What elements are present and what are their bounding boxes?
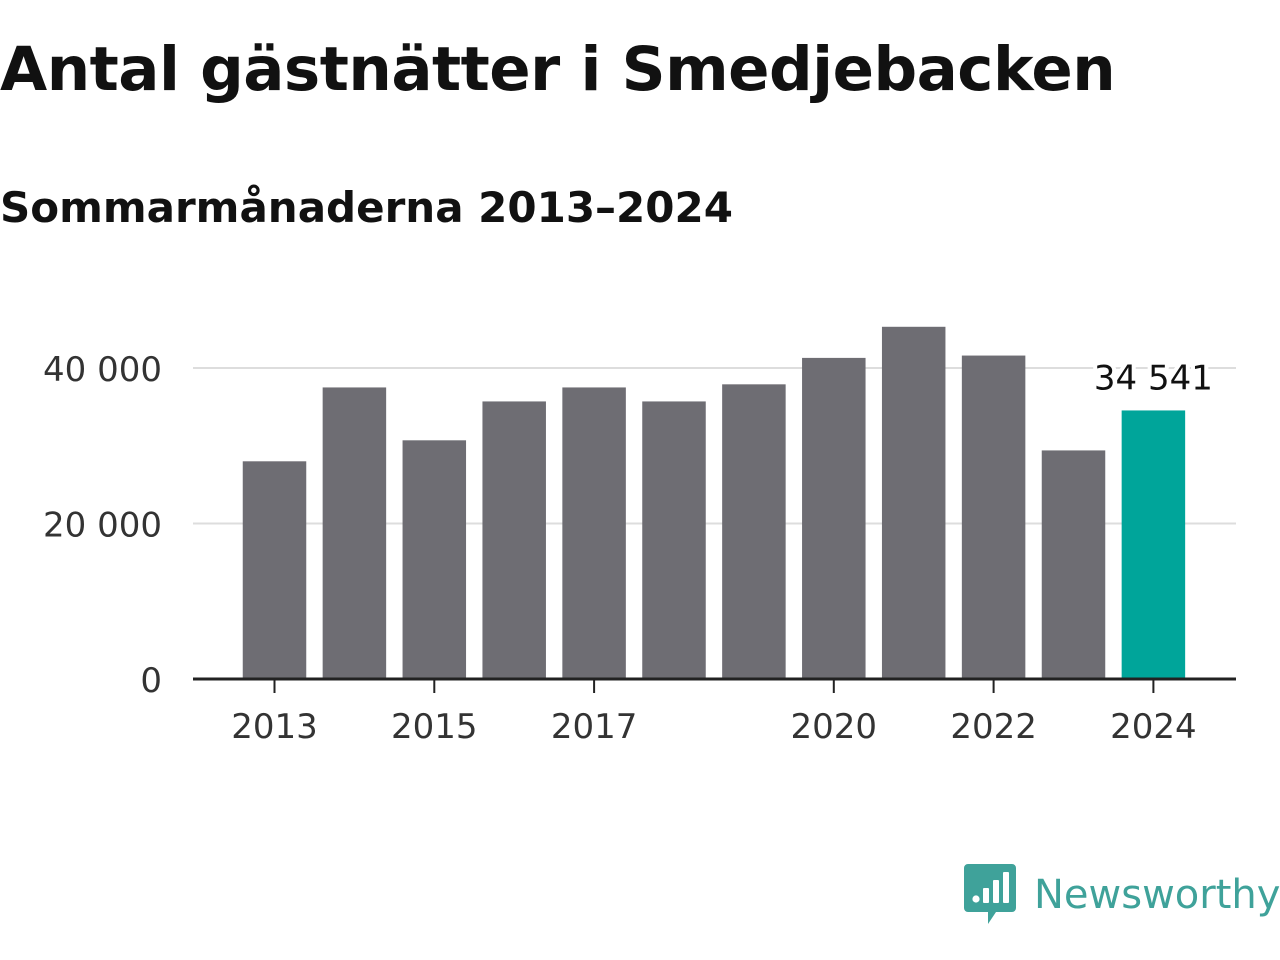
data-label-halo: 34 541 — [1094, 358, 1213, 398]
bar — [881, 326, 946, 679]
x-tick-label: 2020 — [791, 707, 878, 747]
x-tick-label: 2024 — [1110, 707, 1197, 747]
brand-name: Newsworthy — [1034, 872, 1280, 918]
x-tick-label: 2013 — [231, 707, 318, 747]
bars — [242, 326, 1186, 679]
chart-subtitle: Sommarmånaderna 2013–2024 — [0, 183, 733, 232]
brand-logo: Newsworthy — [964, 864, 1280, 926]
bar-highlight — [1121, 410, 1186, 679]
bar — [802, 357, 866, 679]
bar — [402, 440, 467, 679]
bar — [242, 461, 307, 679]
chart-title: Antal gästnätter i Smedjebacken — [0, 34, 1116, 105]
y-tick-label: 0 — [140, 661, 162, 701]
y-tick-label: 40 000 — [43, 350, 162, 390]
x-tick-label: 2022 — [950, 707, 1037, 747]
y-tick-label: 20 000 — [43, 506, 162, 546]
x-axis-ticks: 2013 2015 2017 2020 2022 2024 — [231, 679, 1197, 747]
bar — [722, 384, 786, 679]
y-axis-ticks: 0 20 000 40 000 — [43, 350, 162, 701]
bar — [482, 401, 546, 679]
bar — [1041, 450, 1106, 679]
x-tick-label: 2017 — [551, 707, 638, 747]
bar — [562, 387, 626, 679]
bar — [322, 387, 387, 679]
data-label: 34 541 — [1094, 358, 1213, 398]
x-tick-label: 2015 — [391, 707, 478, 747]
bar — [961, 355, 1026, 679]
bar — [642, 401, 706, 679]
newsworthy-logo-icon — [964, 864, 1016, 924]
